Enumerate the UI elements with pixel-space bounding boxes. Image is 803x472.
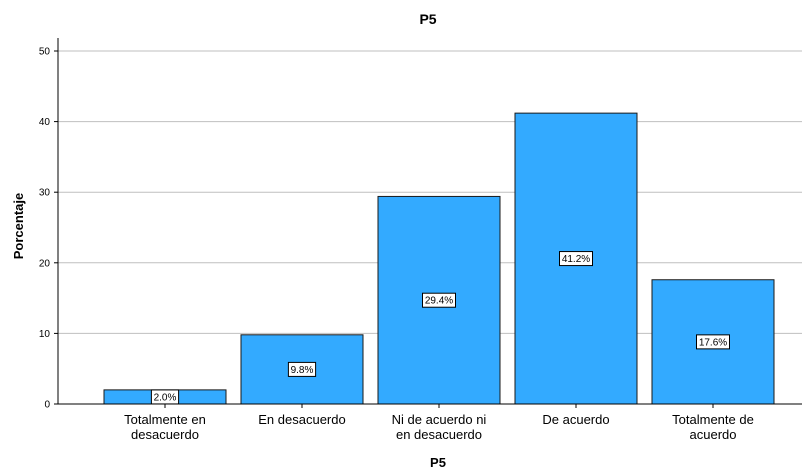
- x-tick-label: Totalmente en desacuerdo: [124, 412, 206, 442]
- x-tick-label-line: En desacuerdo: [258, 412, 345, 427]
- x-tick-label-line: De acuerdo: [542, 412, 609, 427]
- y-tick-label: 30: [39, 188, 51, 199]
- x-tick-label-line: desacuerdo: [131, 427, 199, 442]
- data-label: 9.8%: [291, 365, 314, 376]
- y-tick-label: 10: [39, 329, 51, 340]
- x-tick-label: De acuerdo: [542, 412, 609, 427]
- y-tick-label: 0: [44, 400, 50, 411]
- x-tick-label-line: Totalmente de: [672, 412, 754, 427]
- x-tick-label: En desacuerdo: [258, 412, 345, 427]
- axes-layer: 0 10 20 30 40 50: [39, 38, 802, 411]
- data-label-box: [287, 361, 317, 377]
- x-tick-label: Totalmente de acuerdo: [672, 412, 754, 442]
- labels-layer: Totalmente en desacuerdo En desacuerdo Ni d…: [124, 412, 754, 442]
- y-tick-label: 20: [39, 258, 51, 269]
- x-tick-label-line: Ni de acuerdo ni: [392, 412, 487, 427]
- data-label: 2.0%: [154, 392, 177, 403]
- data-label-box: [422, 292, 456, 308]
- y-tick-label: 50: [39, 47, 51, 58]
- data-label: 29.4%: [425, 296, 453, 307]
- chart-title: P5: [419, 11, 436, 27]
- y-tick-label: 40: [39, 117, 51, 128]
- x-tick-label-line: en desacuerdo: [396, 427, 482, 442]
- data-label-box: [559, 251, 593, 267]
- y-axis-label: Porcentaje: [11, 193, 26, 259]
- data-label: 41.2%: [562, 254, 590, 265]
- bars-layer: 2.0% 9.8% 29.4% 41.2% 17.6%: [103, 112, 775, 405]
- x-tick-label-line: Totalmente en: [124, 412, 206, 427]
- data-label: 17.6%: [699, 337, 727, 348]
- x-axis-label: P5: [430, 455, 446, 470]
- data-label-box: [696, 334, 730, 350]
- x-tick-label-line: acuerdo: [690, 427, 737, 442]
- x-tick-label: Ni de acuerdo ni en desacuerdo: [392, 412, 487, 442]
